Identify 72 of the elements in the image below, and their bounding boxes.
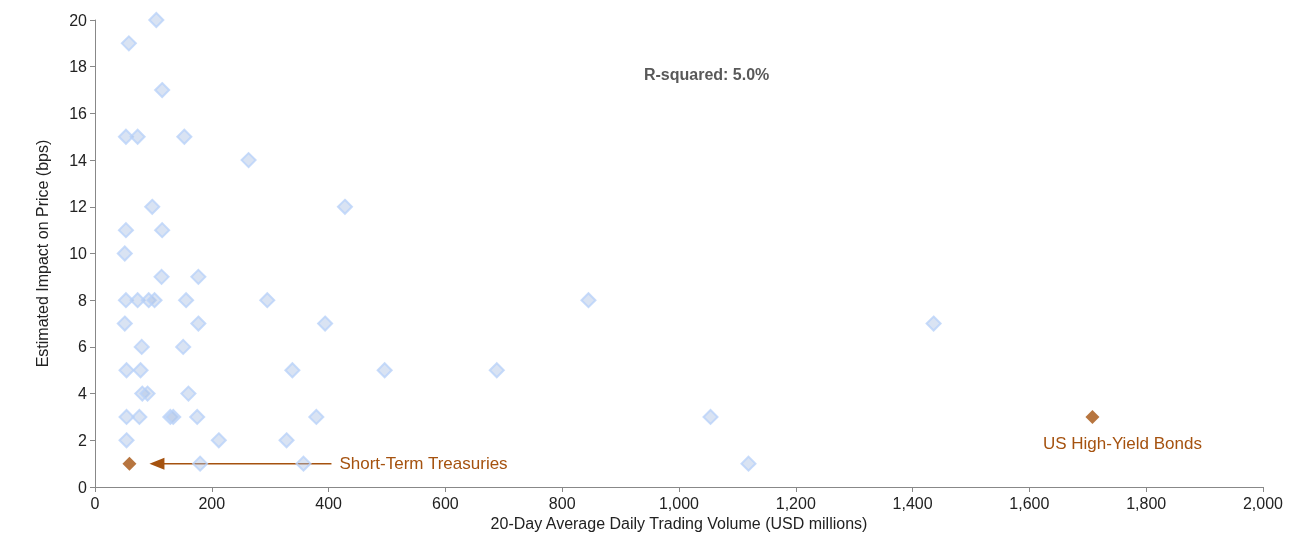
point	[192, 455, 209, 472]
point	[176, 128, 193, 145]
y-tick-label: 10	[69, 245, 88, 262]
y-tick-label: 4	[78, 385, 88, 403]
x-tick-label: 1,000	[658, 494, 700, 512]
point	[180, 385, 197, 402]
x-tick-label: 1,400	[892, 494, 933, 512]
point	[189, 408, 206, 425]
point	[118, 432, 135, 449]
point	[295, 455, 312, 472]
x-tick-label: 2,000	[1242, 494, 1284, 512]
point	[210, 432, 227, 449]
point	[175, 338, 192, 355]
point	[148, 12, 165, 28]
y-tick-label: 6	[78, 338, 88, 356]
point	[146, 292, 163, 309]
point	[116, 245, 133, 262]
point	[336, 198, 353, 215]
y-tick-label: 12	[69, 198, 88, 216]
point	[118, 362, 135, 379]
y-tick-label: 0	[78, 478, 88, 496]
x-tick-label: 0	[90, 494, 100, 512]
point	[925, 315, 942, 332]
x-tick-label: 1,200	[775, 494, 816, 512]
y-tick-label: 14	[69, 151, 88, 169]
y-tick-label: 2	[78, 431, 88, 449]
point	[317, 315, 334, 332]
point	[190, 315, 207, 332]
point	[139, 385, 156, 402]
point	[117, 292, 134, 309]
x-tick-label: 1,600	[1009, 494, 1050, 512]
y-axis-title: Estimated Impact on Price (bps)	[33, 139, 51, 368]
point	[122, 456, 137, 471]
point	[278, 432, 295, 449]
point	[117, 128, 134, 145]
annotation: Short-Term Treasuries	[339, 454, 508, 474]
point	[154, 82, 171, 99]
point	[259, 292, 276, 309]
point	[129, 128, 146, 145]
point	[120, 35, 137, 52]
point	[308, 408, 325, 425]
y-tick-label: 18	[69, 58, 88, 76]
point	[376, 362, 393, 379]
point	[153, 268, 170, 285]
point	[488, 362, 505, 379]
point	[131, 408, 148, 425]
y-tick-label: 16	[69, 104, 88, 122]
x-tick-label: 400	[315, 494, 343, 512]
x-tick-label: 800	[548, 494, 576, 512]
point	[116, 315, 133, 332]
x-tick-label: 1,800	[1126, 494, 1167, 512]
point	[240, 152, 257, 169]
x-tick-label: 200	[198, 494, 226, 512]
x-tick-label: 600	[432, 494, 459, 512]
annotation: US High-Yield Bonds	[1042, 433, 1202, 453]
point	[284, 362, 301, 379]
point	[132, 362, 149, 379]
point	[118, 408, 135, 425]
point	[740, 455, 757, 472]
point	[117, 222, 134, 239]
point	[1085, 409, 1100, 424]
y-tick-label: 20	[69, 11, 88, 29]
point	[144, 198, 161, 215]
point	[178, 292, 195, 309]
x-axis-title: 20-Day Average Daily Trading Volume (USD millions)	[490, 515, 868, 533]
point	[190, 268, 207, 285]
point	[580, 292, 597, 309]
point	[133, 338, 150, 355]
point	[702, 408, 719, 425]
point	[154, 222, 171, 239]
y-tick-label: 8	[78, 291, 88, 309]
annotation: R-squared: 5.0%	[643, 66, 770, 84]
